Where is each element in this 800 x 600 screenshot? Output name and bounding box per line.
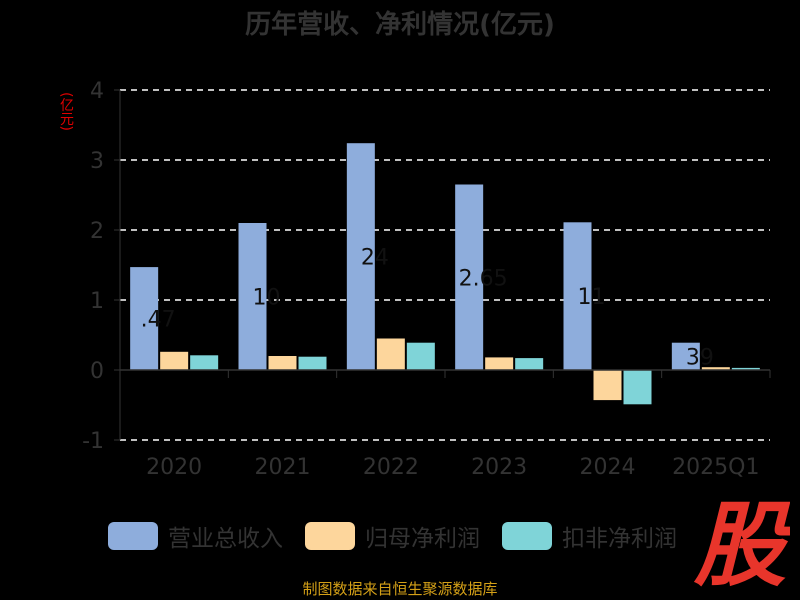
bar-net-profit-2021 bbox=[268, 356, 297, 370]
bar-revenue-2023 bbox=[455, 184, 484, 370]
bar-deducted-net-profit-2021 bbox=[298, 356, 327, 370]
x-tick-label: 2021 bbox=[255, 455, 311, 480]
legend: 营业总收入 归母净利润 扣非净利润 bbox=[108, 518, 699, 554]
x-tick-label: 2025Q1 bbox=[672, 455, 759, 480]
chart-title: 历年营收、净利情况(亿元) bbox=[245, 10, 555, 40]
legend-label-net-profit: 归母净利润 bbox=[365, 526, 480, 552]
data-label: .47 bbox=[141, 308, 176, 333]
y-tick-label: 4 bbox=[90, 79, 104, 104]
bar-deducted-net-profit-2023 bbox=[515, 358, 544, 370]
legend-item-deducted-net-profit[interactable]: 扣非净利润 bbox=[502, 519, 677, 553]
bar-net-profit-2024 bbox=[593, 370, 622, 401]
legend-label-revenue: 营业总收入 bbox=[168, 526, 283, 552]
legend-swatch-deducted-net-profit bbox=[502, 522, 552, 550]
data-label: 24 bbox=[361, 246, 389, 271]
legend-swatch-net-profit bbox=[305, 522, 355, 550]
bar-revenue-2025Q1 bbox=[671, 342, 700, 370]
bar-deducted-net-profit-2025Q1 bbox=[731, 367, 760, 370]
x-tick-label: 2023 bbox=[471, 455, 527, 480]
bar-deducted-net-profit-2020 bbox=[190, 355, 219, 370]
data-label: 2.65 bbox=[459, 266, 508, 291]
bar-net-profit-2022 bbox=[376, 338, 405, 370]
y-tick-label: 1 bbox=[90, 289, 104, 314]
bar-net-profit-2020 bbox=[160, 351, 189, 370]
y-tick-label: 3 bbox=[90, 149, 104, 174]
y-tick-label: 0 bbox=[90, 359, 104, 384]
bar-revenue-2022 bbox=[346, 143, 375, 370]
x-tick-label: 2024 bbox=[580, 455, 636, 480]
svg-text:股: 股 bbox=[693, 495, 790, 595]
x-tick-label: 2020 bbox=[146, 455, 202, 480]
bar-revenue-2021 bbox=[238, 223, 267, 370]
bar-deducted-net-profit-2024 bbox=[623, 370, 652, 405]
data-label: 11 bbox=[578, 285, 606, 310]
legend-label-deducted-net-profit: 扣非净利润 bbox=[562, 526, 677, 552]
bar-revenue-2024 bbox=[563, 222, 592, 370]
data-label: 10 bbox=[253, 286, 281, 311]
y-tick-label: -1 bbox=[82, 429, 104, 454]
legend-swatch-revenue bbox=[108, 522, 158, 550]
y-tick-label: 2 bbox=[90, 219, 104, 244]
data-label: 39 bbox=[686, 345, 714, 370]
bar-net-profit-2025Q1 bbox=[701, 367, 730, 370]
data-source-note: 制图数据来自恒生聚源数据库 bbox=[302, 580, 498, 598]
bar-deducted-net-profit-2022 bbox=[406, 342, 435, 370]
bar-revenue-2020 bbox=[130, 267, 159, 370]
bar-net-profit-2023 bbox=[485, 357, 514, 370]
legend-item-net-profit[interactable]: 归母净利润 bbox=[305, 519, 480, 553]
x-tick-label: 2022 bbox=[363, 455, 419, 480]
watermark-logo: 股 bbox=[693, 495, 790, 595]
legend-item-revenue[interactable]: 营业总收入 bbox=[108, 519, 283, 553]
y-axis-unit-label: (亿元) bbox=[58, 92, 74, 131]
